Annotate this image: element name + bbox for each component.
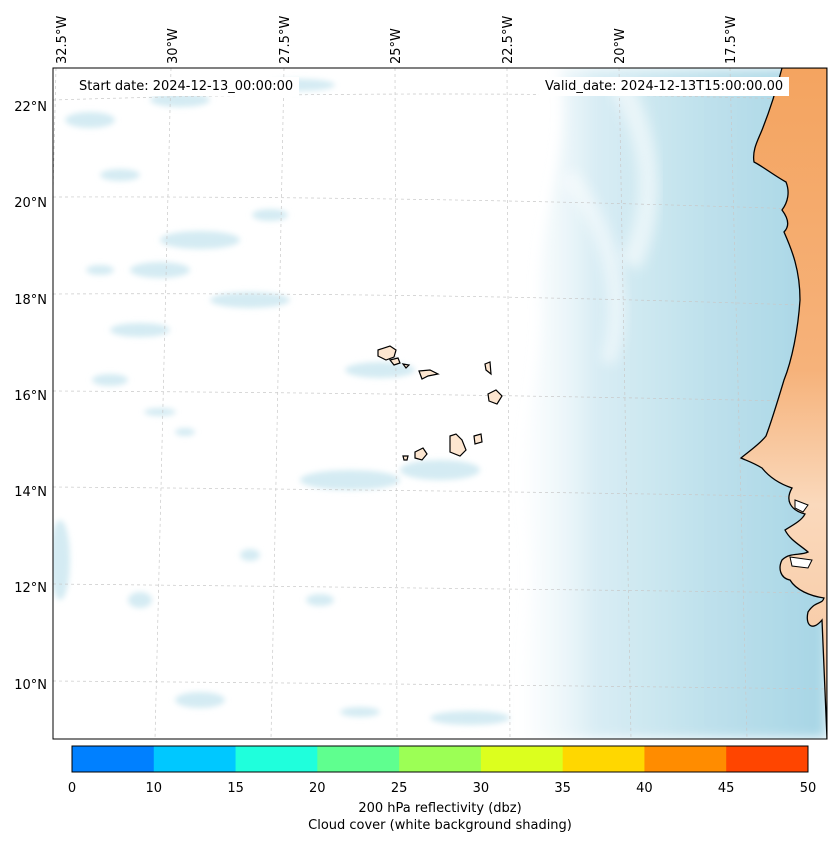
longitude-labels: 32.5°W 30°W 27.5°W 25°W 22.5°W 20°W 17.5… (55, 16, 739, 64)
graticule (53, 68, 827, 739)
colorbar-tick-label: 10 (145, 781, 163, 796)
lon-label-25w: 25°W (389, 28, 404, 64)
lat-label-10n: 10°N (14, 678, 47, 693)
latitude-labels: 22°N 20°N 18°N 16°N 14°N 12°N 10°N (14, 100, 47, 693)
map-frame (52, 67, 828, 740)
lon-label-22-5w: 22.5°W (501, 16, 516, 64)
cape-verde-islands (377, 345, 503, 461)
colorbar-tick-label: 20 (309, 781, 326, 796)
colorbar-tick-label: 35 (554, 781, 571, 796)
colorbar-frame (71, 745, 809, 773)
lat-label-18n: 18°N (14, 293, 47, 308)
colorbar-swatch (153, 746, 237, 772)
colorbar-tick-label: 15 (227, 781, 244, 796)
colorbar-swatch (480, 746, 564, 772)
colorbar-swatch (399, 746, 482, 772)
lat-label-16n: 16°N (14, 389, 47, 404)
colorbar-swatch (317, 746, 400, 772)
colorbar (71, 745, 809, 773)
colorbar-title: 200 hPa reflectivity (dbz) (358, 801, 522, 816)
colorbar-subtitle: Cloud cover (white background shading) (308, 818, 572, 833)
lat-label-20n: 20°N (14, 196, 47, 211)
colorbar-tick-label: 45 (717, 781, 735, 796)
lat-label-22n: 22°N (14, 100, 47, 115)
start-date-label: Start date: 2024-12-13_00:00:00 (73, 77, 300, 96)
colorbar-swatch (726, 746, 809, 772)
colorbar-tick-label: 25 (390, 781, 408, 796)
west-africa-coastline (739, 68, 827, 739)
colorbar-swatch (72, 746, 155, 772)
colorbar-tick-label: 30 (472, 781, 490, 796)
lat-label-14n: 14°N (14, 485, 47, 500)
colorbar-tick-label: 50 (799, 781, 817, 796)
lon-label-27-5w: 27.5°W (278, 16, 293, 64)
lon-label-20w: 20°W (613, 28, 628, 64)
lon-label-30w: 30°W (166, 28, 181, 64)
lon-label-17-5w: 17.5°W (724, 16, 739, 64)
colorbar-swatch (644, 746, 727, 772)
colorbar-tick-label: 40 (636, 781, 653, 796)
lat-label-12n: 12°N (14, 581, 47, 596)
colorbar-swatch (562, 746, 645, 772)
colorbar-tick-label: 0 (67, 781, 77, 796)
map-area (53, 68, 827, 739)
lon-label-32-5w: 32.5°W (55, 16, 70, 64)
colorbar-swatch (235, 746, 318, 772)
valid-date-label: Valid_date: 2024-12-13T15:00:00.00 (539, 77, 790, 96)
cloud-cover-shading (53, 68, 827, 739)
